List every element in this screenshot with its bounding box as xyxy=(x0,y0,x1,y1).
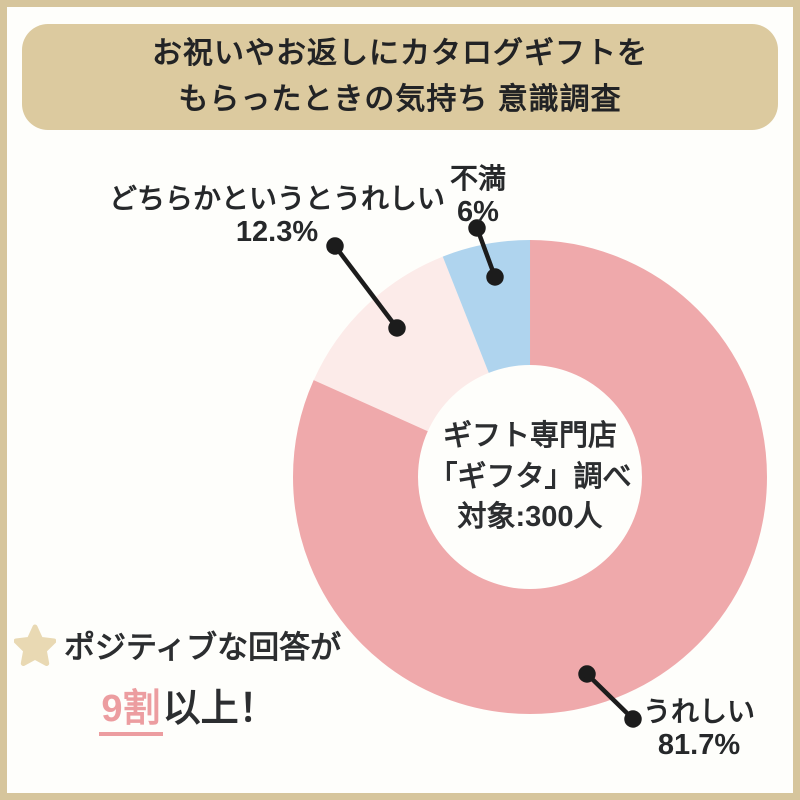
source-line-3: 対象:300人 xyxy=(457,501,603,534)
annotation-percent: 81.7% xyxy=(657,729,741,762)
title-banner: お祝いやお返しにカタログギフトを もらったときの気持ち 意識調査 xyxy=(22,24,778,130)
star-icon xyxy=(14,624,56,666)
donut-segment-2 xyxy=(293,240,767,714)
note-text: ポジティブな回答が xyxy=(64,630,342,665)
note-line-1: ポジティブな回答が xyxy=(14,622,362,667)
annotation-label: うれしい xyxy=(642,696,756,727)
donut-segment-1 xyxy=(293,239,767,714)
annotation-dissatisfied: 不満 6% xyxy=(450,163,506,230)
annotation-happy: うれしい 81.7% xyxy=(643,696,755,763)
note-highlight-9wari: 9割 xyxy=(99,688,163,736)
annotation-label: どちらかというとうれしい xyxy=(108,183,446,214)
donut-chart xyxy=(293,239,767,714)
annotation-label: 不満 xyxy=(449,163,507,194)
title-line-2: もらったときの気持ち 意識調査 xyxy=(178,83,622,116)
source-line-2: 「ギフタ」調べ xyxy=(428,460,632,493)
note-suffix: 以上！ xyxy=(162,688,277,730)
annotation-percent: 12.3% xyxy=(235,216,319,249)
annotation-somewhat-happy: どちらかというとうれしい 12.3% xyxy=(109,183,445,250)
annotation-percent: 6% xyxy=(457,196,499,229)
positive-answer-note: ポジティブな回答が 9割以上！ xyxy=(14,622,362,736)
note-line-2: 9割以上！ xyxy=(14,677,362,736)
chart-source-label: ギフト専門店 「ギフタ」調べ 対象:300人 xyxy=(428,416,631,538)
title-line-1: お祝いやお返しにカタログギフトを xyxy=(152,36,648,70)
source-line-1: ギフト専門店 xyxy=(442,420,618,453)
